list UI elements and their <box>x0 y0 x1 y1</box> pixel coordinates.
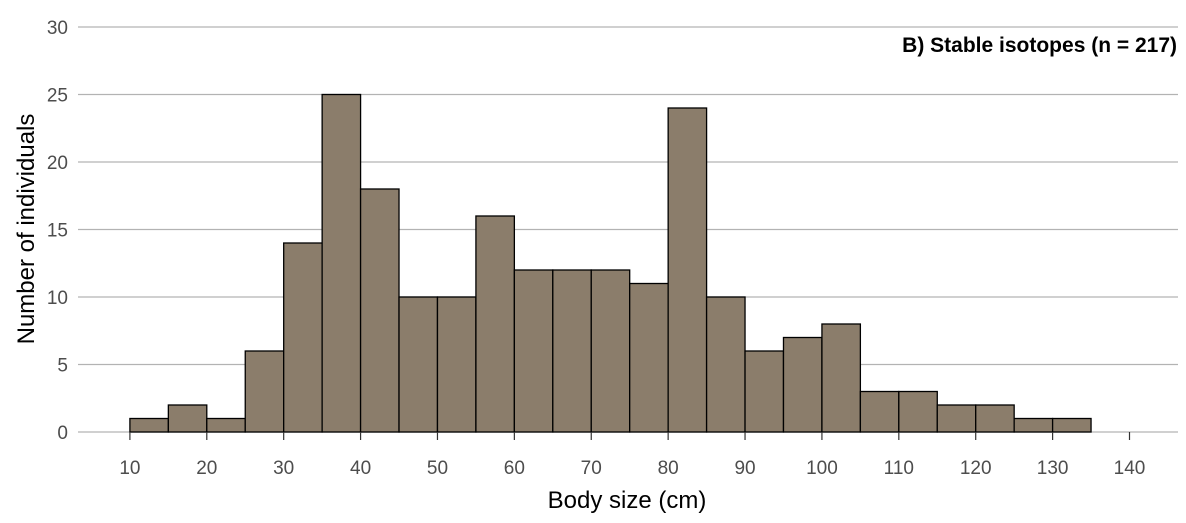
x-axis-ticks: 10 20 30 40 50 60 70 80 90 100 110 120 130 140 <box>119 432 1145 479</box>
x-tick-label: 10 <box>119 458 140 479</box>
histogram-bar <box>1051 417 1092 433</box>
histogram-bar <box>975 404 1015 433</box>
histogram-bar <box>475 215 516 433</box>
x-tick-label: 130 <box>1037 458 1069 479</box>
histogram-bar <box>398 296 439 433</box>
x-tick-label: 20 <box>196 458 217 479</box>
y-tick-label: 10 <box>47 288 68 309</box>
y-tick-label: 15 <box>47 221 68 242</box>
histogram-bar <box>590 269 631 433</box>
histogram-bar <box>821 323 862 433</box>
x-tick-label: 50 <box>427 458 448 479</box>
histogram-bar <box>1013 417 1054 433</box>
x-tick-label: 40 <box>350 458 371 479</box>
x-tick-label: 70 <box>581 458 602 479</box>
y-tick-label: 20 <box>47 153 68 174</box>
histogram-bar <box>859 390 900 433</box>
x-tick-label: 80 <box>658 458 679 479</box>
histogram-bar <box>705 296 746 433</box>
histogram-bar <box>167 404 208 433</box>
y-tick-label: 0 <box>57 423 68 444</box>
x-axis-title: Body size (cm) <box>548 487 707 514</box>
bars <box>129 93 1092 433</box>
x-tick-label: 90 <box>734 458 755 479</box>
y-axis-title: Number of individuals <box>13 114 40 345</box>
x-tick-label: 60 <box>504 458 525 479</box>
histogram-bar <box>782 336 823 433</box>
x-tick-label: 120 <box>960 458 992 479</box>
chart-title: B) Stable isotopes (n = 217) <box>902 34 1177 57</box>
x-tick-label: 110 <box>884 458 914 479</box>
histogram-bar <box>898 390 938 433</box>
histogram-bar <box>513 269 554 433</box>
x-tick-label: 100 <box>806 458 838 479</box>
histogram-bar <box>359 188 400 433</box>
y-tick-label: 25 <box>47 86 68 107</box>
histogram-bar <box>744 350 785 433</box>
histogram-bar <box>936 404 977 433</box>
y-tick-label: 5 <box>57 356 68 377</box>
histogram-bar <box>283 242 323 433</box>
histogram-bar <box>629 282 669 433</box>
y-tick-label: 30 <box>47 18 68 39</box>
x-tick-label: 30 <box>273 458 294 479</box>
histogram-bar <box>244 350 285 433</box>
histogram-bar <box>321 93 362 433</box>
x-tick-label: 140 <box>1114 458 1146 479</box>
histogram-bar <box>436 296 477 433</box>
y-tick-labels: 0 5 10 15 20 25 30 <box>47 18 68 444</box>
histogram-bar <box>206 417 246 433</box>
histogram-bar <box>552 269 592 433</box>
histogram-bar <box>667 107 708 433</box>
histogram-bar <box>129 417 169 433</box>
